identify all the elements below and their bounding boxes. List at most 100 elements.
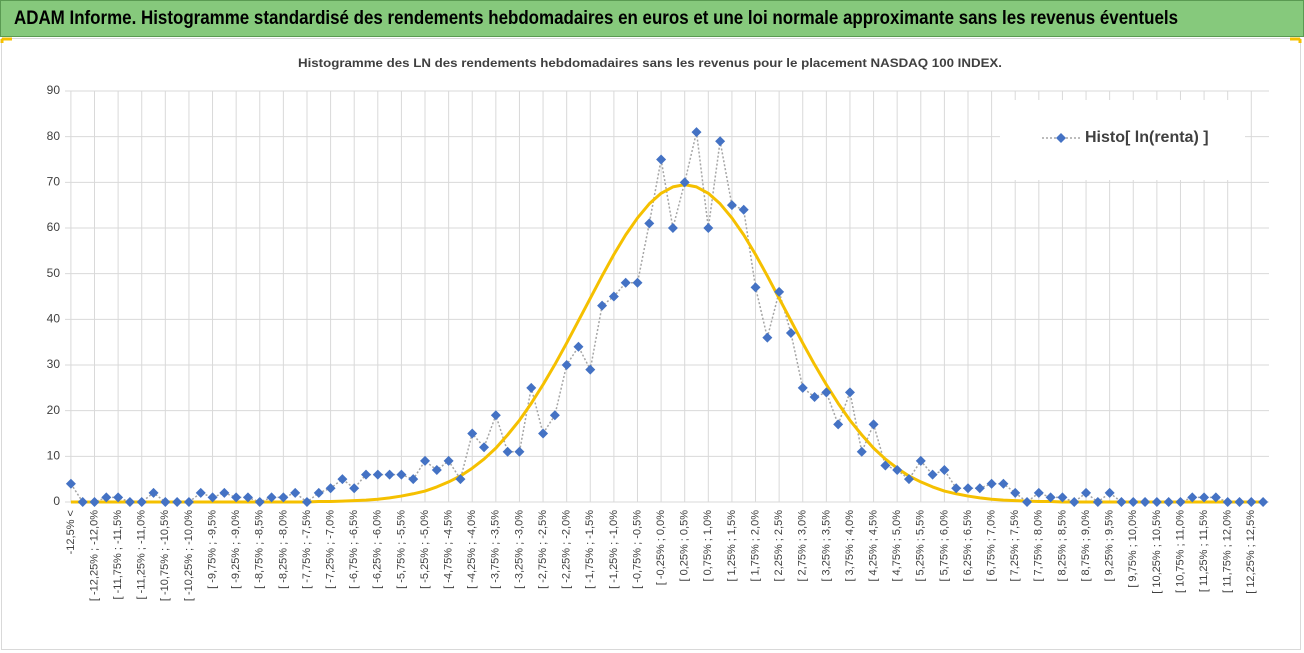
marker bbox=[1081, 487, 1092, 498]
marker bbox=[101, 492, 112, 503]
marker bbox=[986, 478, 997, 489]
marker bbox=[1092, 497, 1103, 507]
x-tick-label: [ 11,75% ; 12,0% bbox=[1222, 510, 1234, 593]
marker bbox=[242, 492, 253, 503]
marker bbox=[361, 469, 371, 480]
marker bbox=[809, 391, 820, 402]
x-tick-label: [ -11,75% ; -11,5% bbox=[112, 510, 124, 600]
marker bbox=[644, 218, 655, 229]
fit-curve bbox=[70, 183, 1264, 504]
marker bbox=[620, 277, 631, 288]
x-tick-label: [ 7,25% ; 7,5% bbox=[1009, 510, 1021, 582]
marker bbox=[467, 428, 478, 439]
y-tick-label: 50 bbox=[47, 266, 61, 280]
marker bbox=[396, 469, 407, 480]
x-tick-label: [ 2,75% ; 3,0% bbox=[797, 510, 809, 582]
x-tick-label: [ -5,25% ; -5,0% bbox=[419, 510, 431, 589]
y-tick-label: 30 bbox=[47, 357, 61, 371]
x-tick-label: [ 1,75% ; 2,0% bbox=[749, 510, 761, 582]
x-tick-label: [ -1,25% ; -1,0% bbox=[608, 510, 620, 589]
chart-title: Histogramme des LN des rendements hebdom… bbox=[298, 56, 1002, 70]
marker bbox=[1151, 497, 1162, 507]
marker bbox=[703, 223, 714, 233]
marker bbox=[479, 442, 490, 453]
marker bbox=[1104, 487, 1115, 498]
x-tick-label: [ 8,25% ; 8,5% bbox=[1056, 510, 1068, 582]
marker bbox=[77, 497, 88, 507]
marker bbox=[903, 474, 914, 485]
marker bbox=[1069, 497, 1080, 507]
marker bbox=[301, 497, 312, 507]
x-tick-label: [ -11,25% ; -11,0% bbox=[136, 510, 148, 600]
marker bbox=[797, 382, 808, 393]
x-tick-label: [ 3,25% ; 3,5% bbox=[820, 510, 832, 582]
marker bbox=[679, 177, 690, 188]
x-tick-label: [ 9,25% ; 9,5% bbox=[1104, 510, 1116, 582]
marker bbox=[148, 487, 159, 498]
marker bbox=[514, 446, 525, 457]
marker bbox=[561, 360, 572, 370]
marker bbox=[183, 497, 194, 507]
marker bbox=[856, 446, 867, 457]
marker bbox=[384, 469, 395, 480]
y-tick-label: 60 bbox=[47, 220, 61, 234]
marker bbox=[124, 497, 135, 507]
marker bbox=[172, 497, 183, 507]
marker bbox=[278, 492, 289, 503]
marker bbox=[195, 487, 206, 498]
marker bbox=[1057, 492, 1068, 503]
marker bbox=[1022, 497, 1033, 507]
marker bbox=[691, 127, 702, 138]
marker bbox=[372, 469, 383, 480]
marker bbox=[915, 455, 926, 466]
y-tick-label: 80 bbox=[47, 129, 61, 143]
x-tick-label: [ -9,25% ; -9,0% bbox=[230, 510, 242, 589]
marker bbox=[585, 364, 596, 375]
x-tick-label: [ 8,75% ; 9,0% bbox=[1080, 510, 1092, 582]
marker bbox=[89, 497, 100, 507]
marker bbox=[455, 474, 466, 485]
marker bbox=[1187, 492, 1198, 503]
marker bbox=[974, 483, 985, 494]
x-tick-label: [ 6,25% ; 6,5% bbox=[962, 510, 974, 582]
marker bbox=[998, 478, 1009, 489]
marker bbox=[750, 282, 761, 293]
marker bbox=[1140, 497, 1151, 507]
x-tick-label: [ -12,25% ; -12,0% bbox=[88, 510, 100, 601]
x-tick-label: [ -5,75% ; -5,5% bbox=[395, 510, 407, 589]
y-tick-label: 70 bbox=[47, 175, 61, 189]
marker bbox=[207, 492, 218, 503]
x-tick-label: [ -2,25% ; -2,0% bbox=[561, 510, 573, 589]
marker bbox=[844, 387, 855, 398]
x-tick-label: -12,5% < bbox=[65, 510, 77, 554]
header-bar bbox=[0, 0, 1304, 37]
marker bbox=[136, 497, 147, 507]
x-tick-label: [ 10,75% ; 11,0% bbox=[1174, 510, 1186, 593]
marker bbox=[443, 455, 454, 466]
marker bbox=[667, 223, 678, 233]
marker bbox=[868, 419, 879, 430]
x-tick-label: [ 5,75% ; 6,0% bbox=[938, 510, 950, 582]
x-tick-label: [ 6,75% ; 7,0% bbox=[986, 510, 998, 582]
marker bbox=[715, 136, 726, 147]
x-tick-label: [ -6,25% ; -6,0% bbox=[372, 510, 384, 589]
marker bbox=[1033, 487, 1044, 498]
marker bbox=[1116, 497, 1127, 507]
marker bbox=[266, 492, 277, 503]
legend-label: Histo[ ln(renta) ] bbox=[1085, 129, 1209, 146]
marker bbox=[951, 483, 962, 494]
marker bbox=[1010, 487, 1021, 498]
header-title: ADAM Informe. Histogramme standardisé de… bbox=[14, 8, 1178, 29]
marker bbox=[538, 428, 549, 439]
x-tick-label: [ 7,75% ; 8,0% bbox=[1033, 510, 1045, 582]
marker bbox=[1045, 492, 1056, 503]
marker bbox=[325, 483, 336, 494]
marker bbox=[502, 446, 513, 457]
marker bbox=[490, 410, 501, 421]
marker bbox=[65, 478, 76, 489]
y-tick-label: 0 bbox=[53, 494, 60, 508]
marker bbox=[963, 483, 973, 494]
marker bbox=[1128, 497, 1139, 507]
y-tick-label: 40 bbox=[47, 312, 61, 326]
